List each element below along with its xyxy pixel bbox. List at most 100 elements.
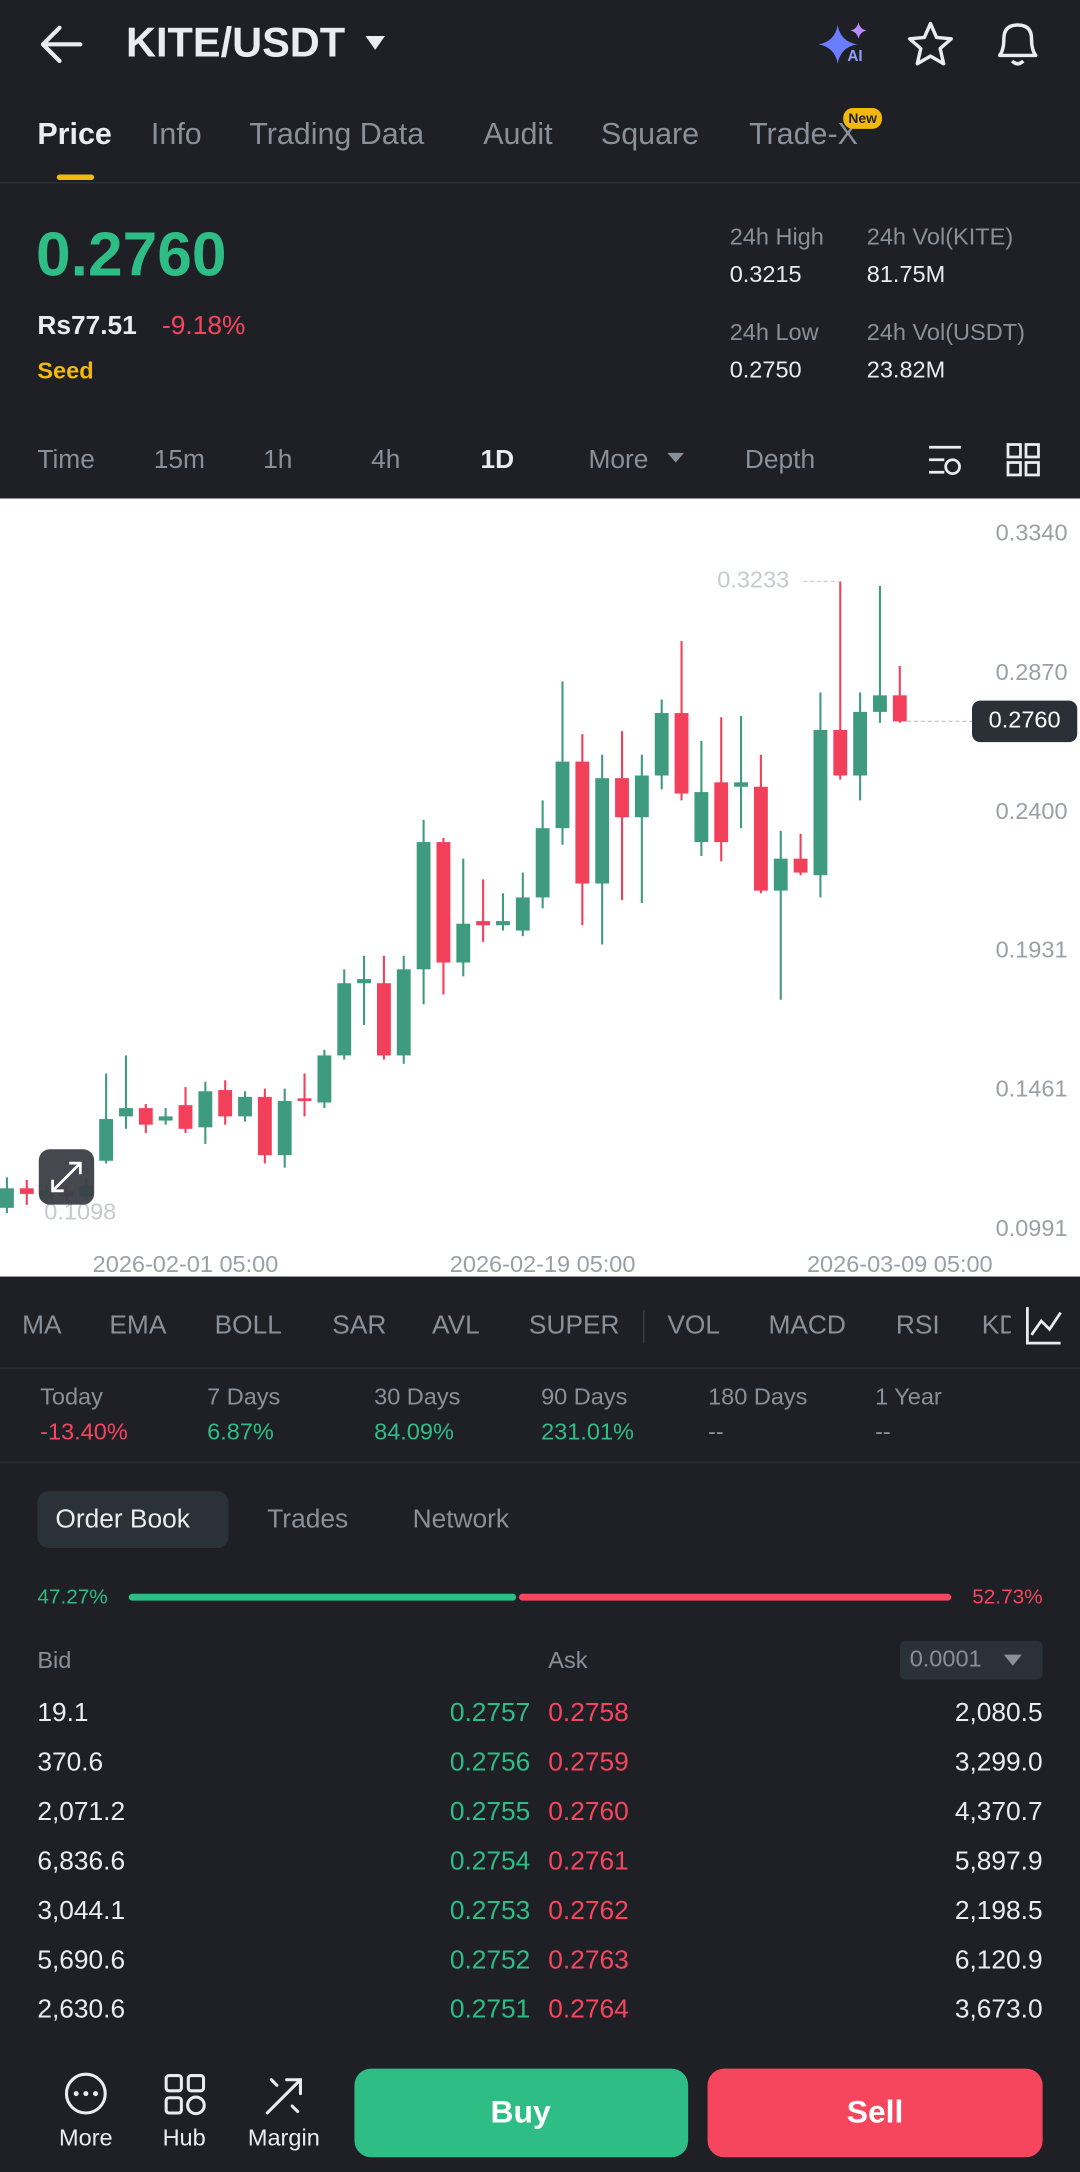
candle-body [853,711,868,776]
candle-body [317,1055,332,1103]
indicator[interactable]: EMA [109,1309,166,1339]
interval[interactable]: 15m [154,444,205,474]
tab[interactable]: Audit [483,117,553,151]
interval[interactable]: Depth [745,444,815,474]
interval[interactable]: 1D [480,444,514,474]
interval[interactable]: 4h [371,444,400,474]
book-tab[interactable]: Trades [267,1503,348,1533]
buy-label[interactable]: Buy [491,2094,551,2130]
bid-price: 0.2751 [450,1994,530,2024]
tab[interactable]: Trading Data [249,117,424,151]
x-tick-label: 2026-02-19 05:00 [450,1251,636,1277]
perf-label: 1 Year [875,1384,942,1410]
bid-price: 0.2757 [450,1697,530,1727]
candle-body [773,858,788,891]
bid-header: Bid [37,1647,71,1673]
margin-icon[interactable] [265,2078,302,2115]
layout-icon[interactable] [1024,461,1040,477]
hub-icon [186,2095,206,2116]
layout-icon[interactable] [1024,443,1040,459]
perf-label: 90 Days [541,1384,627,1410]
interval[interactable]: Time [37,444,94,474]
candle-body [634,775,649,818]
candle-body [297,1098,312,1102]
interval[interactable]: 1h [263,444,292,474]
indicator[interactable]: BOLL [215,1309,282,1339]
perf-value: -- [708,1418,724,1444]
indicator[interactable]: AVL [432,1309,480,1339]
indicator[interactable]: SAR [332,1309,386,1339]
indicator[interactable]: MA [22,1309,62,1339]
pair-title[interactable]: KITE/USDT [126,19,345,66]
bid-price: 0.2753 [450,1895,530,1925]
bid-ratio: 47.27% [37,1585,107,1608]
ask-price: 0.2760 [548,1796,628,1826]
buy-button[interactable] [354,2068,689,2158]
tab[interactable]: Price [37,117,112,151]
last-price-label: 0.2760 [989,707,1061,733]
settings-icon[interactable] [929,445,961,474]
bell-icon[interactable] [997,23,1038,66]
candle-body [535,828,550,898]
book-tab[interactable]: Order Book [55,1503,190,1533]
layout-icon[interactable] [1006,461,1022,477]
candle-body [833,729,848,776]
new-badge: New [848,110,877,126]
indicator[interactable]: RSI [896,1309,940,1339]
ask-price: 0.2759 [548,1747,628,1777]
tab[interactable]: Info [151,117,202,151]
indicator[interactable]: MACD [768,1309,845,1339]
ask-qty: 3,299.0 [955,1747,1043,1777]
bid-qty: 6,836.6 [37,1845,125,1875]
candle-body [873,695,887,712]
tab[interactable]: Square [601,117,699,151]
ask-qty: 3,673.0 [955,1994,1043,2024]
perf-value: -13.40% [40,1418,128,1444]
indicator[interactable]: VOL [667,1309,720,1339]
y-tick-label: 0.0991 [996,1215,1068,1241]
book-tab[interactable]: Network [413,1503,510,1533]
tab[interactable]: Trade-X [749,117,858,151]
nav-label[interactable]: Margin [248,2124,320,2150]
perf-value: 231.01% [541,1418,634,1444]
indicator[interactable]: SUPER [529,1309,620,1339]
hub-icon[interactable] [164,2074,183,2093]
dropdown-icon[interactable] [365,36,385,50]
bid-price: 0.2752 [450,1944,530,1974]
ai-spark [850,22,867,39]
layout-icon[interactable] [1006,443,1022,459]
star-icon[interactable] [907,21,953,66]
ask-price: 0.2761 [548,1845,628,1875]
candle-body [615,778,629,818]
candle-body [238,1096,252,1117]
ai-icon[interactable] [818,24,858,64]
interval[interactable]: More [588,444,648,474]
hub-icon[interactable] [164,2096,183,2115]
ask-qty: 2,080.5 [955,1697,1043,1727]
last-price-box [972,700,1078,743]
y-tick-label: 0.1461 [996,1076,1068,1102]
more-icon[interactable] [64,2072,107,2115]
y-tick-label: 0.1931 [996,937,1068,963]
ai-badge: AI [847,48,862,65]
sell-button[interactable] [707,2068,1043,2158]
candle-body [694,792,709,843]
precision-box[interactable] [900,1640,1043,1680]
candle-body [119,1108,133,1117]
perf-label: 30 Days [374,1384,460,1410]
back-icon[interactable] [40,25,83,64]
candle-body [19,1188,34,1194]
candle-body [555,761,570,829]
indicator-icon[interactable] [1026,1307,1062,1345]
nav-label[interactable]: More [59,2124,113,2150]
bid-price: 0.2756 [450,1747,530,1777]
nav-label[interactable]: Hub [163,2124,206,2150]
candle-body [158,1116,173,1121]
sell-label[interactable]: Sell [847,2094,904,2130]
candle-body [198,1091,213,1128]
candle-body [575,761,590,884]
candle-body [277,1101,292,1156]
hub-icon[interactable] [186,2074,206,2093]
more-dot [83,2091,89,2097]
